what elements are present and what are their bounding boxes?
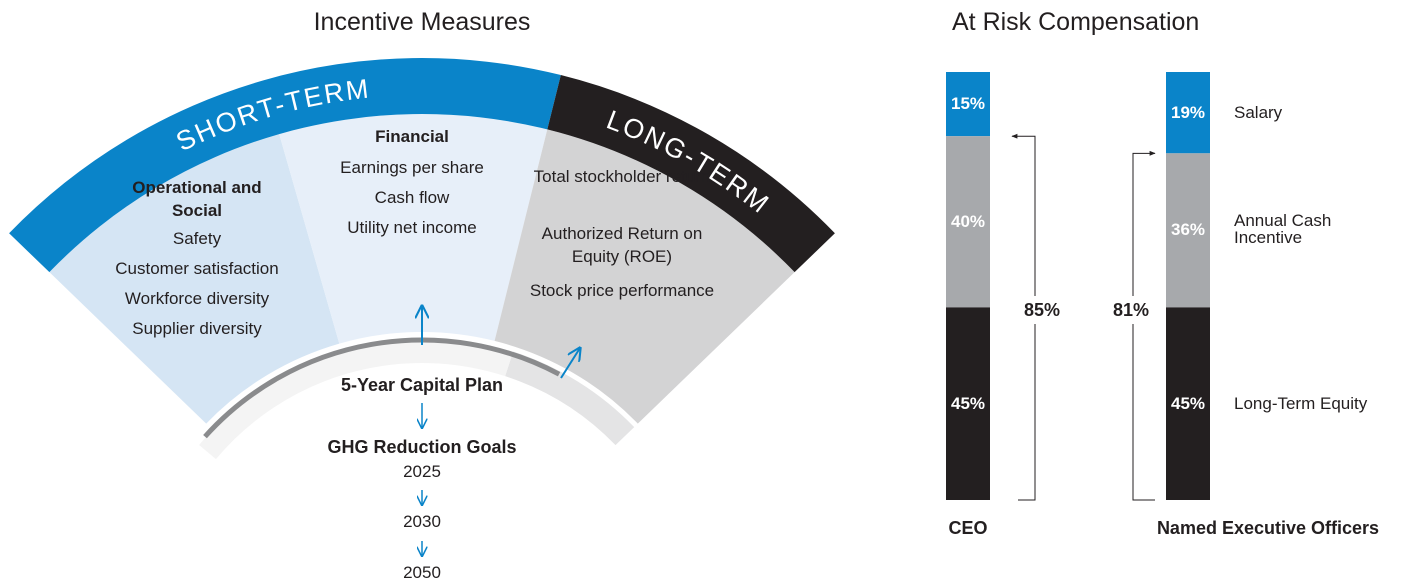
panel-operational [49,134,340,424]
panel-item: Earnings per share [340,158,484,177]
bar-segment [1166,153,1210,308]
panel-financial [279,114,548,344]
panel-item: Customer satisfaction [115,259,279,278]
category-label: CEO [948,518,988,538]
panel-item: Workforce diversity [124,289,270,308]
category-label: Named Executive Officers [1156,518,1380,538]
panel-item: Total stockholder return [533,167,711,186]
value-label: 36% [1170,220,1206,240]
goal-year: 2050 [403,563,441,582]
value-label: 45% [1170,393,1206,413]
legend-label: Long-Term Equity [1234,393,1368,413]
band-long-term [547,75,835,273]
foundation: 5-Year Capital Plan [340,375,504,395]
bracket [1132,150,1156,501]
chart-title: At Risk Compensation [952,8,1200,36]
bar-segment [946,136,990,308]
panel-item: Cash flow [374,188,450,207]
panel-title: Financial [375,127,449,146]
arrow-diagonal [560,348,580,379]
panel-item: Safety [172,229,222,248]
panel-item: Authorized Return on Equity (ROE) [541,224,703,266]
value-label: 45% [950,393,986,413]
bar-segment [1166,307,1210,500]
panel-item: Supplier diversity [132,319,262,338]
bar-segment [946,72,990,137]
legend-label: Annual Cash Incentive [1234,211,1332,248]
goal-year: 2030 [403,512,441,531]
value-label: 40% [950,211,986,231]
bracket-label: 81% [1112,300,1150,320]
bar-segment [946,307,990,500]
base-arc [203,337,561,439]
band-short-term [9,57,561,273]
bracket-label-bg [1109,296,1153,324]
panel-title: Operational and Social [132,178,262,220]
bar-segment [1166,72,1210,154]
goal-year: 2025 [403,462,441,481]
base-arc-white [199,341,512,460]
base-light-arc [504,351,635,446]
value-label: 15% [950,94,986,114]
bracket-label-bg [1020,296,1064,324]
legend-label: Salary [1234,102,1283,122]
goals-title: GHG Reduction Goals [327,437,517,457]
value-label: 19% [1170,102,1206,122]
panel-item: Utility net income [347,218,477,237]
bracket-label: 85% [1023,300,1061,320]
diagram-title: Incentive Measures [313,8,531,36]
panel-item: Stock price performance [529,281,715,300]
